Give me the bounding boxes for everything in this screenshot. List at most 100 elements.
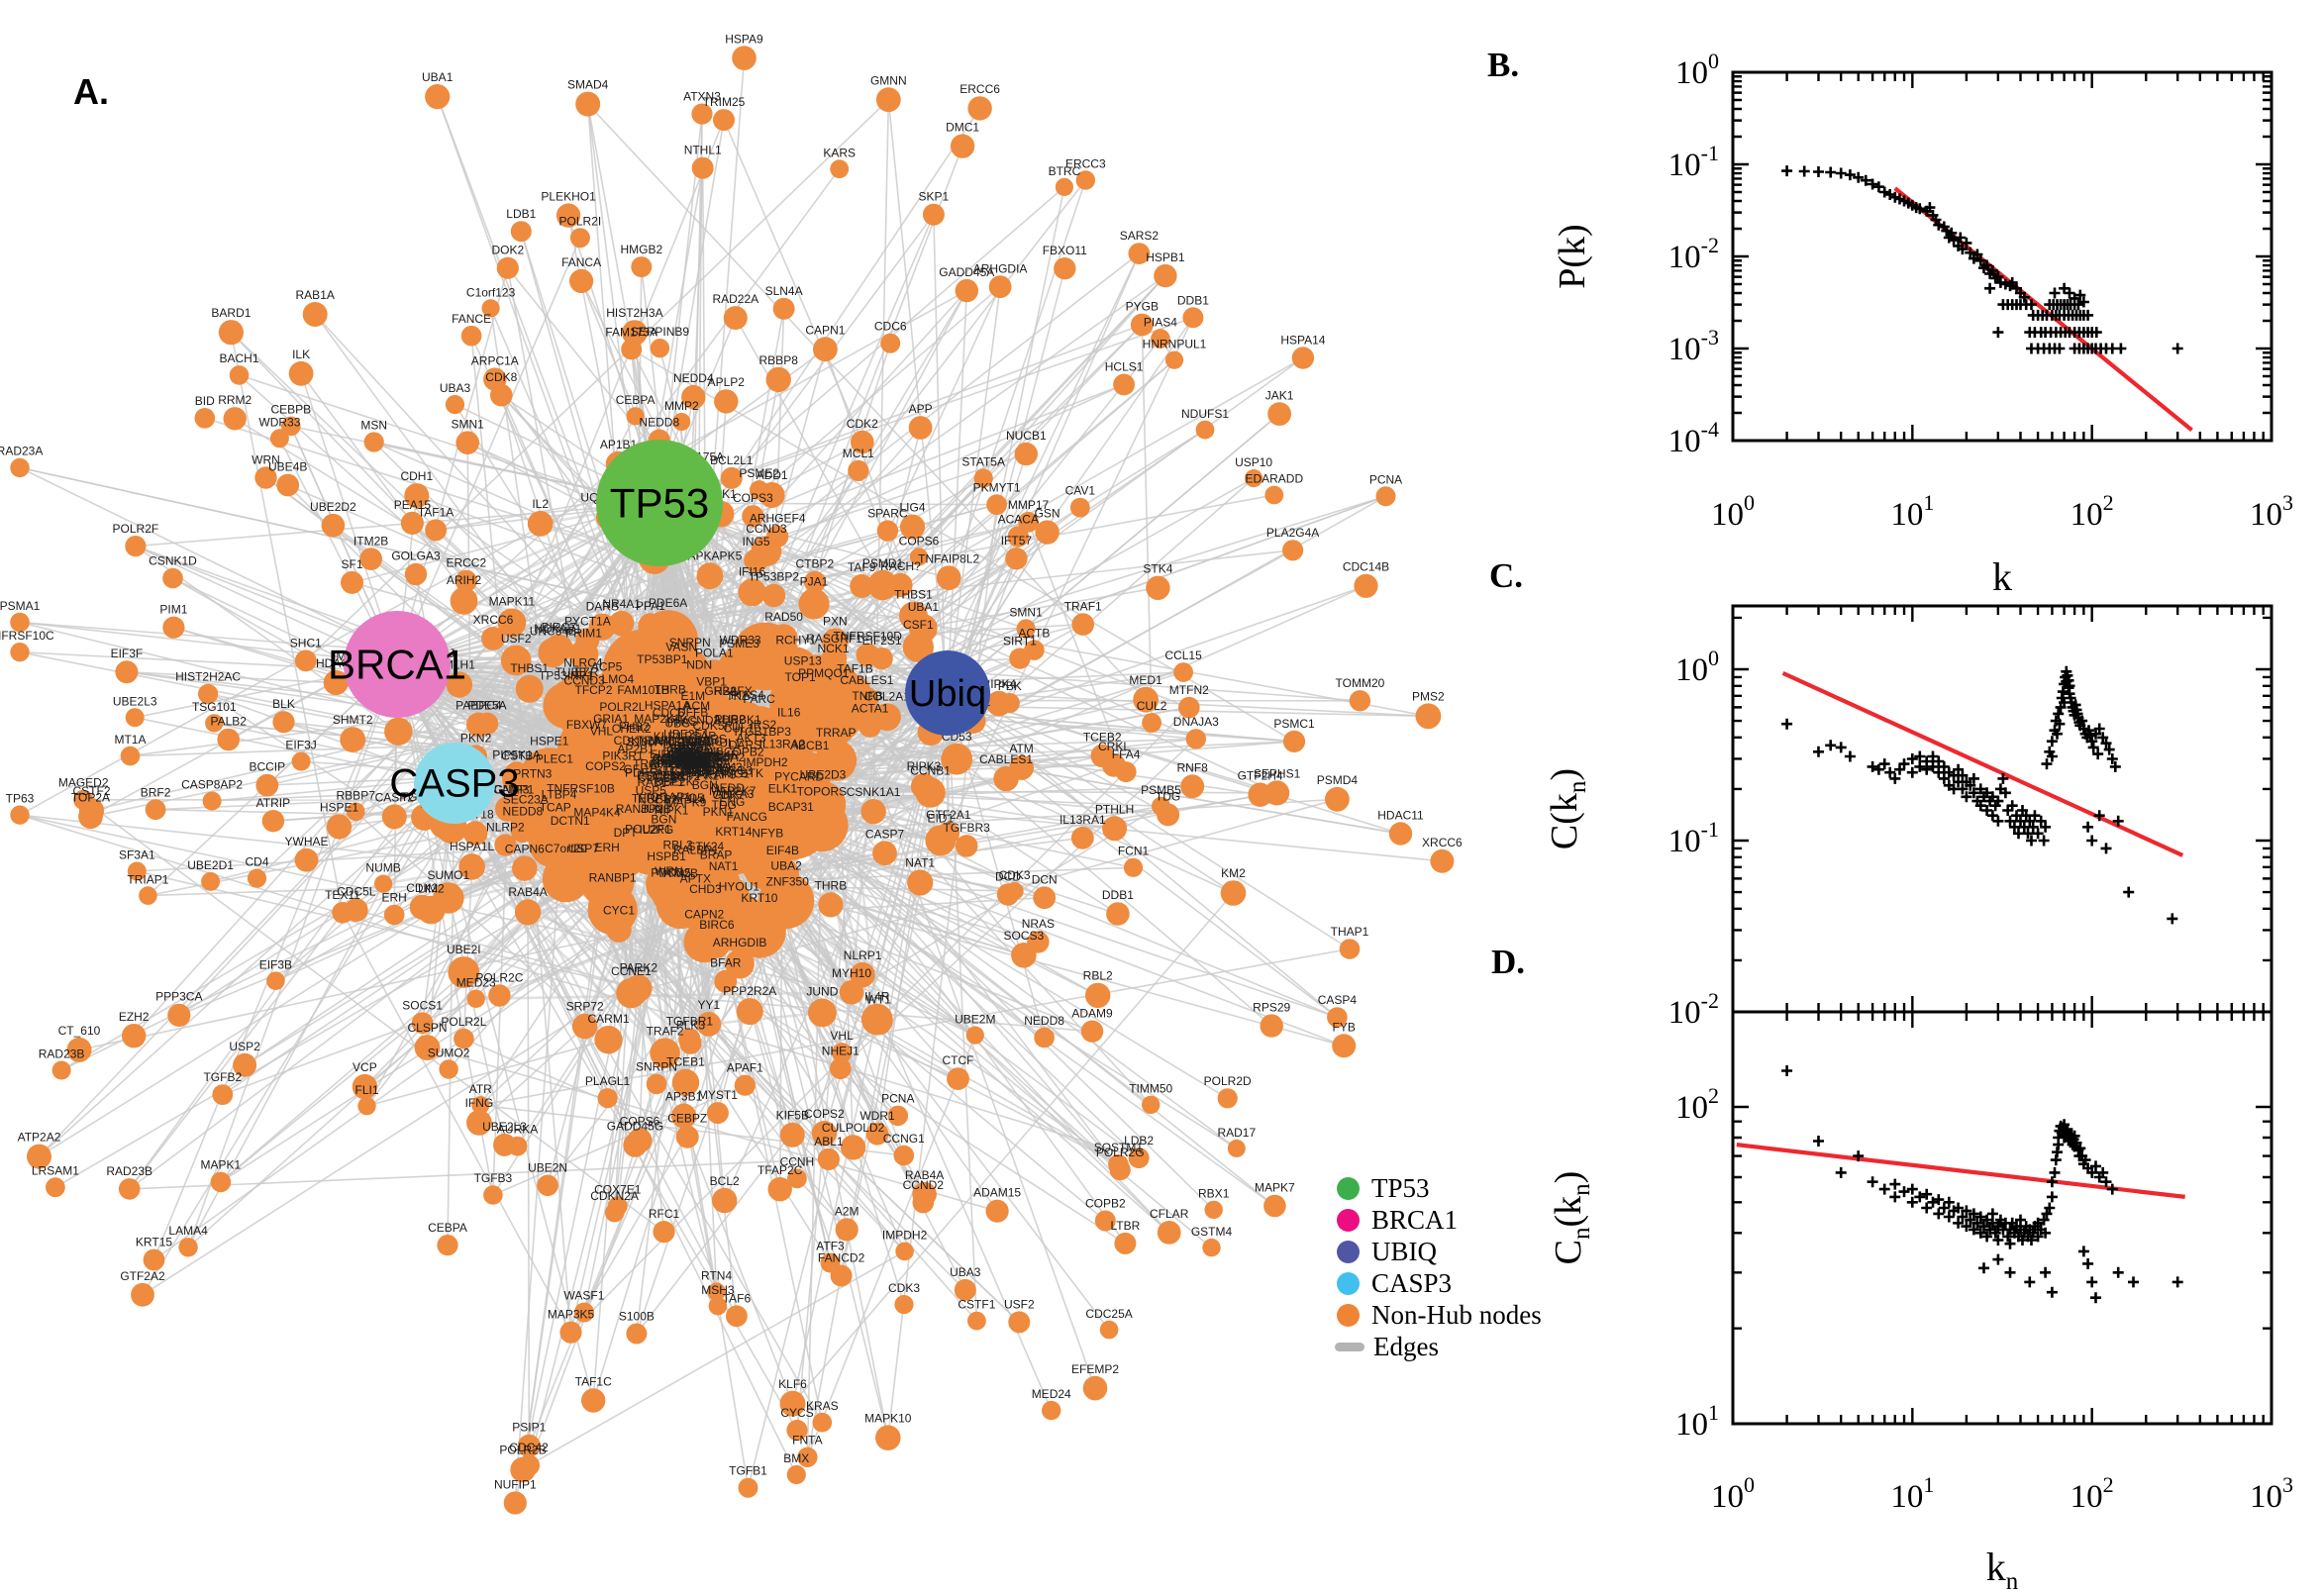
network-node bbox=[738, 578, 766, 607]
gene-label: VCP bbox=[353, 1060, 377, 1074]
gene-label: UBE2M bbox=[955, 1013, 995, 1027]
network-node bbox=[786, 1464, 806, 1485]
gene-label: PARC bbox=[743, 692, 775, 706]
network-node bbox=[716, 650, 762, 697]
network-node bbox=[127, 861, 147, 881]
gene-label: PSIP1 bbox=[512, 1421, 546, 1435]
gene-label: PIM1 bbox=[159, 603, 187, 617]
legend-label: UBIQ bbox=[1371, 1236, 1437, 1266]
gene-label: PYCARD bbox=[774, 769, 824, 783]
gene-label: CDK2 bbox=[406, 881, 438, 895]
gene-label: TGFBR3 bbox=[944, 821, 991, 835]
gene-label: SHC1 bbox=[290, 636, 322, 649]
network-edge bbox=[492, 168, 841, 640]
network-edge bbox=[454, 782, 738, 1317]
gene-label: SARS2 bbox=[1120, 229, 1160, 243]
gene-label: UBE2D3 bbox=[800, 768, 847, 782]
gene-label: CT_610 bbox=[58, 1024, 101, 1038]
gene-label: TOP1 bbox=[785, 670, 816, 684]
network-node bbox=[217, 728, 240, 751]
network-node bbox=[559, 1321, 582, 1344]
network-edge bbox=[947, 692, 1351, 950]
network-node bbox=[646, 1073, 667, 1095]
gene-label: YSIP bbox=[685, 749, 712, 763]
network-node bbox=[1102, 753, 1126, 777]
gene-label: SUMO1 bbox=[427, 868, 469, 882]
gene-label: RNF144B bbox=[655, 735, 707, 748]
network-node bbox=[374, 874, 393, 893]
network-edge bbox=[396, 663, 641, 1142]
network-node bbox=[1085, 982, 1111, 1009]
gene-label: CUL2 bbox=[1137, 699, 1167, 713]
gene-label: STAT5A bbox=[961, 455, 1005, 469]
gene-label: AURKA bbox=[497, 1123, 538, 1137]
gene-label: SMAD4 bbox=[567, 78, 609, 92]
gene-label: ARHGDIB bbox=[713, 936, 767, 949]
network-node bbox=[383, 904, 405, 926]
network-node bbox=[986, 690, 1012, 717]
network-node bbox=[581, 1388, 606, 1413]
gene-label: NLRP1 bbox=[844, 948, 882, 962]
gene-label: KRT15 bbox=[136, 1236, 172, 1249]
network-edge bbox=[305, 99, 889, 661]
network-node bbox=[1009, 755, 1034, 780]
casp3-dot-icon bbox=[1337, 1271, 1360, 1295]
network-node bbox=[1339, 939, 1361, 959]
network-node bbox=[1154, 263, 1177, 288]
gene-label: FCN1 bbox=[1118, 845, 1150, 858]
network-node bbox=[738, 1477, 758, 1498]
network-node bbox=[887, 1105, 909, 1127]
gene-label: ABL1 bbox=[814, 1135, 844, 1148]
gene-label: MTPN bbox=[675, 756, 709, 770]
gene-label: CDK8 bbox=[485, 370, 517, 384]
gene-label: ADAM9 bbox=[1071, 1007, 1113, 1021]
gene-label: JAK1 bbox=[1265, 388, 1294, 402]
legend-label: Edges bbox=[1373, 1331, 1439, 1361]
network-node bbox=[1173, 662, 1193, 682]
network-edge bbox=[782, 837, 1083, 875]
gene-label: NDN bbox=[686, 658, 712, 672]
gene-label: CEBPA bbox=[428, 1221, 467, 1235]
network-node bbox=[631, 256, 653, 278]
network-node bbox=[850, 573, 874, 598]
gene-label: UBE2E1 bbox=[663, 728, 709, 742]
network-node bbox=[713, 109, 735, 132]
gene-label: TNNT2 bbox=[673, 755, 712, 769]
gene-label: PLEC1 bbox=[536, 752, 573, 766]
gene-label: MAP2K6 bbox=[651, 756, 698, 770]
gene-label: CDKN2A bbox=[590, 1189, 639, 1203]
gene-label: PIK3R1 bbox=[602, 748, 644, 762]
gene-label: SQSTM1 bbox=[1094, 1141, 1144, 1154]
gene-label: ARHGEF4 bbox=[750, 512, 806, 526]
gene-label: SEPHS1 bbox=[1254, 766, 1301, 780]
gene-label: FANCE bbox=[452, 312, 491, 326]
gene-label: RIPK3 bbox=[907, 759, 942, 773]
network-node bbox=[1282, 730, 1306, 753]
network-node bbox=[414, 1035, 441, 1060]
network-node bbox=[1325, 786, 1350, 812]
gene-label: PCNA bbox=[881, 1092, 914, 1106]
gene-label: ADD1 bbox=[757, 468, 788, 482]
gene-label: ELK1 bbox=[768, 781, 798, 795]
gene-label: SPARC bbox=[867, 506, 908, 520]
gene-label: NUCB2 bbox=[638, 792, 678, 806]
scatter-points bbox=[1781, 1065, 2183, 1304]
network-node bbox=[765, 366, 791, 393]
network-node bbox=[840, 1135, 866, 1160]
gene-label: CAPN2 bbox=[684, 908, 724, 922]
x-tick-label: 101 bbox=[1890, 1472, 1934, 1515]
network-node bbox=[936, 565, 961, 591]
gene-label: VAV1 bbox=[682, 749, 711, 763]
network-node bbox=[78, 798, 105, 824]
gene-label: PHB2 bbox=[715, 713, 747, 727]
gene-label: AP3B1 bbox=[665, 1090, 703, 1104]
network-edge bbox=[723, 119, 863, 443]
gene-label: BRF1 bbox=[662, 751, 693, 765]
network-node bbox=[1202, 1238, 1221, 1257]
gene-label: NUFIP1 bbox=[494, 1477, 537, 1491]
gene-label: UNC84B bbox=[530, 624, 576, 638]
gene-label: PKN2 bbox=[460, 731, 492, 745]
network-node bbox=[1009, 648, 1031, 669]
network-node bbox=[500, 645, 532, 676]
